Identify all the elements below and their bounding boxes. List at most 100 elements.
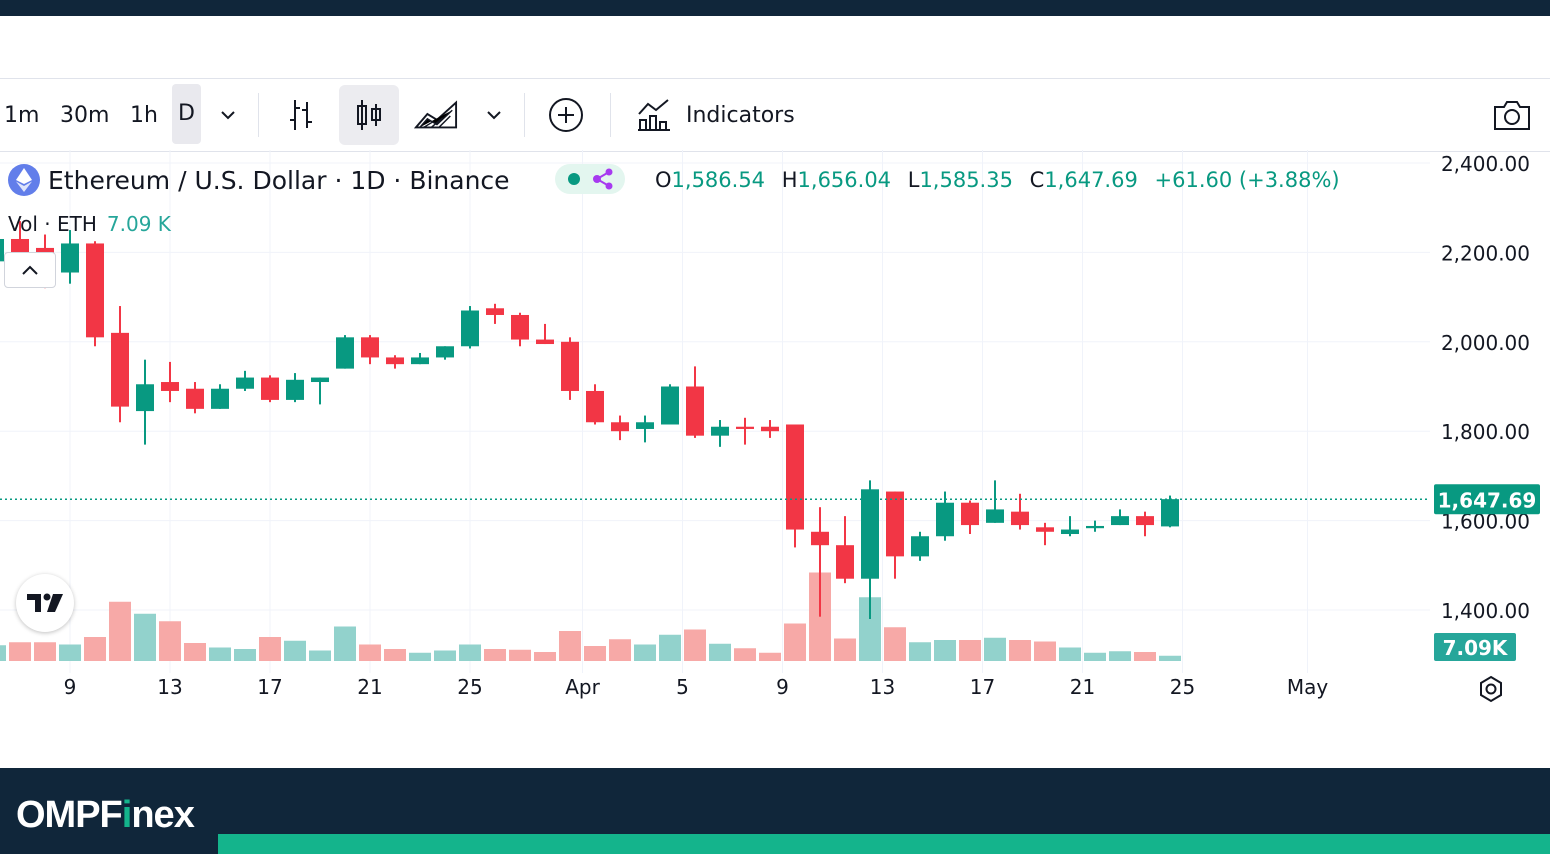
- volume-legend: Vol · ETH 7.09 K: [8, 210, 171, 238]
- volume-bar: [259, 637, 281, 661]
- volume-bar: [1034, 641, 1056, 661]
- low-key: L: [907, 168, 920, 192]
- candle-body: [1111, 516, 1129, 526]
- area-chart-icon[interactable]: [414, 93, 458, 137]
- candle-body: [136, 384, 154, 412]
- volume-bar: [734, 648, 756, 661]
- volume-bar: [9, 642, 31, 661]
- volume-bar: [684, 629, 706, 661]
- timeframe-d[interactable]: D: [172, 84, 201, 144]
- bar-chart-icon[interactable]: [279, 93, 323, 137]
- volume-bar: [559, 631, 581, 661]
- change-value: +61.60 (+3.88%): [1154, 168, 1340, 192]
- volume-bar: [0, 645, 6, 661]
- volume-bar: [534, 652, 556, 661]
- volume-bar: [1109, 651, 1131, 661]
- candle-body: [936, 502, 954, 537]
- close-key: C: [1029, 168, 1045, 192]
- camera-icon[interactable]: [1490, 93, 1534, 137]
- candle-body: [661, 386, 679, 425]
- candle-body: [211, 388, 229, 409]
- indicators-icon[interactable]: [632, 93, 676, 137]
- candle-body: [561, 341, 579, 391]
- volume-bar: [334, 626, 356, 661]
- volume-bar: [1134, 652, 1156, 661]
- toolbar-divider: [610, 93, 611, 137]
- plus-circle-icon[interactable]: [544, 93, 588, 137]
- candle-body: [0, 238, 4, 262]
- candle-body: [761, 426, 779, 432]
- volume-bar: [284, 640, 306, 661]
- timeframe-1h[interactable]: 1h: [130, 103, 158, 128]
- volume-bar: [834, 638, 856, 661]
- volume-bar: [409, 652, 431, 661]
- candle-body: [836, 545, 854, 579]
- volume-bar: [1009, 640, 1031, 661]
- candle-body: [961, 502, 979, 526]
- symbol-legend: Ethereum / U.S. Dollar · 1D · Binance: [8, 163, 510, 197]
- candle-body: [1161, 499, 1179, 527]
- time-axis-label: 21: [357, 675, 382, 699]
- brand-part2: nex: [131, 794, 194, 836]
- time-axis-label: 25: [457, 675, 482, 699]
- volume-bar: [884, 627, 906, 661]
- volume-bar: [159, 621, 181, 661]
- price-axis-label: 2,200.00: [1441, 241, 1530, 265]
- brand-accent-letter: i: [121, 794, 133, 836]
- candle-body: [861, 489, 879, 579]
- candles-icon[interactable]: [339, 85, 399, 145]
- ohlc-readout: O1,586.54 H1,656.04 L1,585.35 C1,647.69 …: [655, 165, 1340, 195]
- volume-bar: [659, 634, 681, 661]
- volume-bar: [309, 650, 331, 661]
- candle-body: [811, 531, 829, 546]
- open-key: O: [655, 168, 672, 192]
- tradingview-logo-icon[interactable]: [16, 574, 74, 632]
- candle-body: [1136, 516, 1154, 526]
- last-price-label: 1,647.69: [1438, 488, 1537, 512]
- candle-body: [1086, 525, 1104, 529]
- top-banner: [0, 0, 1550, 16]
- candle-body: [736, 426, 754, 429]
- price-axis-label: 2,000.00: [1441, 331, 1530, 355]
- volume-bar: [809, 572, 831, 661]
- volume-bar: [484, 649, 506, 661]
- symbol-title[interactable]: Ethereum / U.S. Dollar · 1D · Binance: [48, 165, 510, 195]
- candle-body: [411, 357, 429, 365]
- time-axis-label: Apr: [565, 675, 600, 699]
- market-status-pill[interactable]: [555, 164, 625, 194]
- price-chart[interactable]: 2,400.00 2,200.00 2,000.00 1,800.00 1,600.00…: [0, 150, 1550, 710]
- footer-accent-stripe: [218, 834, 1550, 854]
- volume-bar: [359, 644, 381, 661]
- chevron-down-icon[interactable]: [472, 93, 516, 137]
- volume-bar: [709, 643, 731, 661]
- toolbar-divider: [258, 93, 259, 137]
- candle-body: [386, 357, 404, 365]
- settings-icon[interactable]: [1476, 674, 1506, 708]
- candle-body: [361, 337, 379, 358]
- volume-bar: [109, 601, 131, 661]
- candle-body: [1061, 529, 1079, 535]
- collapse-legend-button[interactable]: [4, 252, 56, 288]
- volume-bar: [1059, 647, 1081, 661]
- price-axis-label: 1,400.00: [1441, 599, 1530, 623]
- timeframe-30m[interactable]: 30m: [60, 103, 110, 128]
- volume-bar: [384, 649, 406, 661]
- indicators-button[interactable]: Indicators: [686, 103, 795, 128]
- chart-toolbar: 1m 30m 1h D Indicators: [0, 78, 1550, 152]
- volume-bar: [209, 647, 231, 661]
- volume-bar: [934, 640, 956, 661]
- volume-bar: [234, 649, 256, 661]
- volume-bar: [909, 642, 931, 661]
- candle-body: [261, 377, 279, 400]
- toolbar-divider: [524, 93, 525, 137]
- low-value: 1,585.35: [919, 168, 1013, 192]
- candle-body: [511, 314, 529, 340]
- chevron-down-icon[interactable]: [206, 93, 250, 137]
- price-axis-label: 1,800.00: [1441, 420, 1530, 444]
- time-axis-label: 21: [1070, 675, 1095, 699]
- candle-body: [786, 424, 804, 530]
- time-axis-label: 9: [776, 675, 789, 699]
- timeframe-1m[interactable]: 1m: [4, 103, 40, 128]
- volume-bar: [134, 613, 156, 661]
- volume-bar: [509, 649, 531, 661]
